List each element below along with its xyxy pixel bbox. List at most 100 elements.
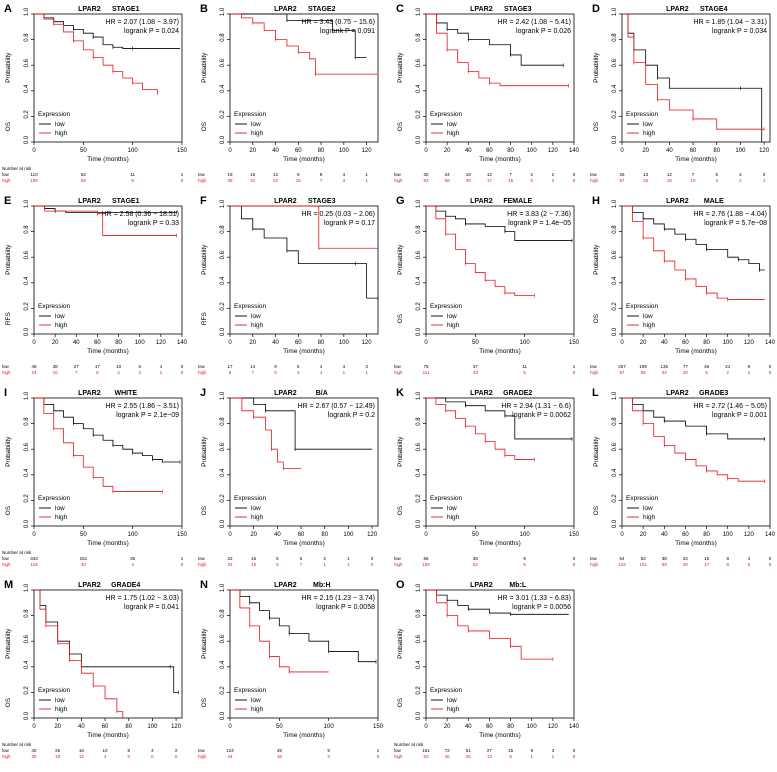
risk-count-high: 2 [160, 370, 163, 375]
logrank-p: logrank P = 0.33 [128, 220, 179, 227]
y-tick-label: 0.0 [416, 519, 422, 528]
curve-low [622, 205, 765, 271]
risk-count-high: 5 [523, 370, 526, 375]
risk-count-high: 43 [473, 370, 479, 375]
y-axis-label: Probability [5, 244, 12, 275]
hazard-ratio: HR = 2.76 (1.88 − 4.04) [693, 211, 767, 218]
y-tick-label: 0.2 [24, 686, 30, 695]
legend-label-low: low [643, 505, 653, 512]
risk-table-header: Number at risk [2, 742, 32, 747]
legend-label-low: low [447, 697, 457, 704]
risk-count-high: 0 [573, 562, 576, 567]
risk-count-low: 6 [276, 556, 279, 561]
y-tick-label: 0.8 [416, 417, 422, 426]
y-tick-label: 0.4 [24, 660, 30, 669]
risk-row-label-high: high [590, 178, 599, 183]
risk-count-low: 40 [31, 748, 37, 753]
y-tick-label: 0.6 [24, 250, 30, 259]
panel-subgroup: GRADE3 [699, 390, 728, 397]
x-tick-label: 140 [569, 724, 580, 730]
y-tick-label: 1.0 [24, 7, 30, 16]
curve-high [622, 397, 765, 482]
panel-i: I LPAR2 WHITE 0.0 0.2 0.4 0.6 0.8 1.0 0 50 100 150 Pr… [2, 387, 188, 567]
risk-count-high: 0 [573, 370, 576, 375]
y-tick-label: 1.0 [416, 7, 422, 16]
panel-a: A LPAR2 STAGE1 0.0 0.2 0.4 0.6 0.8 1.0 0 50 100 150 P… [2, 3, 188, 183]
plot-frame [229, 589, 379, 719]
risk-count-high: 6 [748, 562, 751, 567]
risk-row-label-high: high [394, 754, 403, 759]
y-tick-label: 1.0 [220, 391, 226, 400]
curve-high [230, 205, 378, 249]
risk-count-low: 37 [473, 364, 479, 369]
x-tick-label: 20 [52, 340, 59, 346]
x-tick-label: 0 [620, 532, 624, 538]
risk-count-high: 0 [181, 370, 184, 375]
x-tick-label: 40 [661, 532, 668, 538]
risk-count-high: 63 [423, 754, 429, 759]
panel-gene: LPAR2 [470, 6, 493, 13]
y-tick-label: 0.0 [220, 327, 226, 336]
panel-subgroup: STAGE1 [112, 198, 140, 205]
y-tick-label: 1.0 [612, 7, 618, 16]
x-tick-label: 50 [276, 724, 283, 730]
legend-label-high: high [447, 514, 460, 521]
x-tick-label: 60 [682, 340, 689, 346]
panel-letter: C [396, 3, 404, 15]
risk-count-low: 64 [619, 556, 625, 561]
x-tick-label: 40 [274, 532, 281, 538]
risk-count-low: 0 [769, 556, 772, 561]
x-tick-label: 40 [465, 724, 472, 730]
endpoint-label: OS [397, 121, 404, 131]
risk-count-high: 31 [250, 178, 256, 183]
y-tick-label: 0.8 [416, 33, 422, 42]
risk-count-low: 13 [643, 172, 649, 177]
risk-count-high: 0 [377, 754, 380, 759]
legend-label-low: low [447, 505, 457, 512]
x-tick-label: 0 [32, 532, 36, 538]
panel-subgroup: WHITE [114, 390, 137, 397]
y-tick-label: 0.8 [24, 33, 30, 42]
y-tick-label: 0.0 [220, 711, 226, 720]
y-tick-label: 1.0 [416, 583, 422, 592]
risk-count-high: 34 [662, 370, 668, 375]
risk-count-high: 40 [466, 178, 472, 183]
y-tick-label: 0.4 [416, 276, 422, 285]
y-tick-label: 0.2 [24, 302, 30, 311]
legend-label-high: high [55, 514, 68, 521]
panel-j: J LPAR2 B/A0.00.20.40.60.81.00 20 40 60 80 100 1… [198, 387, 379, 567]
risk-count-high: 3 [552, 178, 555, 183]
x-tick-label: 0 [228, 532, 232, 538]
y-tick-label: 0.8 [612, 417, 618, 426]
curve-low [34, 397, 181, 463]
legend-label-low: low [55, 121, 65, 128]
risk-count-low: 10 [103, 748, 109, 753]
risk-count-high: 116 [30, 562, 38, 567]
x-tick-label: 80 [703, 532, 710, 538]
legend-label-high: high [447, 130, 460, 137]
x-tick-label: 100 [723, 532, 734, 538]
x-tick-label: 40 [73, 340, 80, 346]
curve-low [426, 397, 573, 440]
y-axis-label: Probability [593, 52, 600, 83]
y-tick-label: 0.2 [416, 110, 422, 119]
y-tick-label: 0.2 [612, 494, 618, 503]
y-tick-label: 0.4 [416, 660, 422, 669]
risk-count-low: 49 [31, 364, 37, 369]
x-tick-label: 100 [723, 340, 734, 346]
x-axis-label: Time (months) [87, 540, 129, 547]
legend-title: Expression [430, 687, 463, 694]
x-tick-label: 60 [682, 532, 689, 538]
risk-count-low: 2 [323, 556, 326, 561]
risk-count-high: 1 [763, 178, 766, 183]
risk-count-low: 5 [297, 364, 300, 369]
risk-row-label-low: low [394, 172, 402, 177]
y-tick-label: 0.2 [416, 686, 422, 695]
y-tick-label: 0.8 [220, 609, 226, 618]
logrank-p: logrank P = 5.7e−08 [704, 220, 767, 227]
y-tick-label: 0.8 [24, 225, 30, 234]
y-tick-label: 0.6 [612, 250, 618, 259]
endpoint-label: OS [593, 121, 600, 131]
y-tick-label: 0.6 [416, 442, 422, 451]
risk-count-low: 11 [130, 172, 135, 177]
